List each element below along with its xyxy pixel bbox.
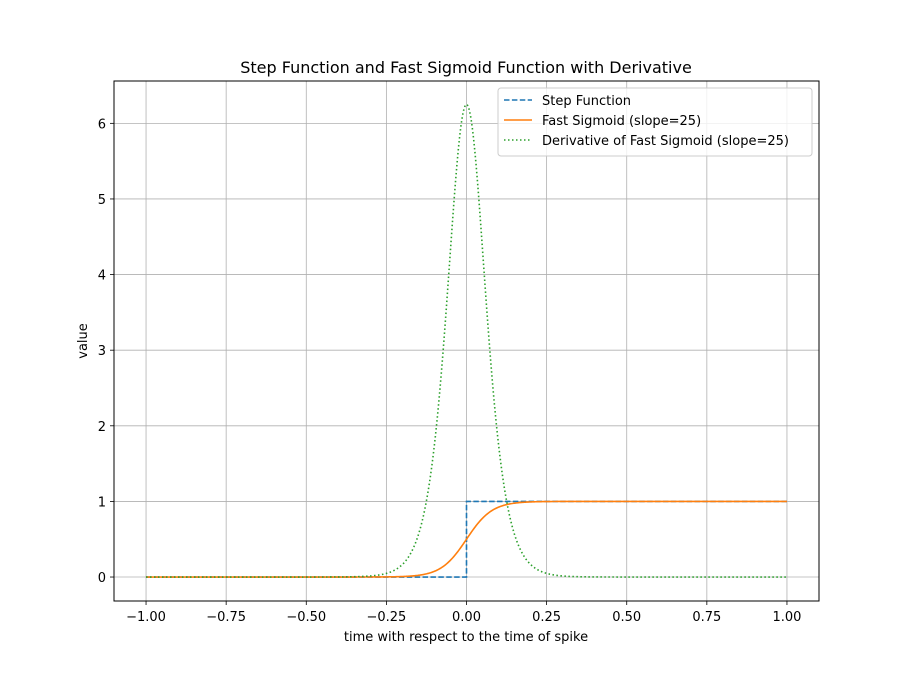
- x-tick-label: 0.50: [612, 610, 641, 625]
- legend-box: [497, 87, 813, 157]
- y-tick-label: 5: [98, 193, 106, 208]
- axis-ticks: −1.00 −0.75 −0.50 −0.25 0.00 0.25 0.50 0.75 1.00…: [98, 117, 802, 625]
- legend-label: Fast Sigmoid (slope=25): [542, 114, 701, 129]
- y-tick-label: 4: [98, 269, 106, 284]
- legend-label: Derivative of Fast Sigmoid (slope=25): [542, 134, 789, 149]
- legend-label: Step Function: [542, 94, 631, 109]
- x-tick-label: 0.75: [692, 610, 721, 625]
- legend: Step Function Fast Sigmoid (slope=25) Deri…: [497, 87, 813, 157]
- x-tick-label: 0.25: [532, 610, 561, 625]
- y-tick-label: 0: [98, 571, 106, 586]
- chart-title: Step Function and Fast Sigmoid Function …: [240, 58, 692, 77]
- series-line-1: [146, 500, 787, 578]
- y-tick-label: 1: [98, 495, 106, 510]
- x-tick-label: −0.25: [366, 610, 406, 625]
- x-tick-label: −1.00: [126, 610, 166, 625]
- plot-series: [146, 103, 787, 578]
- x-tick-label: −0.50: [286, 610, 326, 625]
- y-axis-label: value: [76, 323, 91, 359]
- x-tick-label: 0.00: [452, 610, 481, 625]
- y-tick-label: 6: [98, 117, 106, 132]
- y-tick-label: 2: [98, 420, 106, 435]
- x-tick-label: −0.75: [206, 610, 246, 625]
- x-tick-label: 1.00: [772, 610, 801, 625]
- y-tick-label: 3: [98, 344, 106, 359]
- x-axis-label: time with respect to the time of spike: [344, 630, 588, 645]
